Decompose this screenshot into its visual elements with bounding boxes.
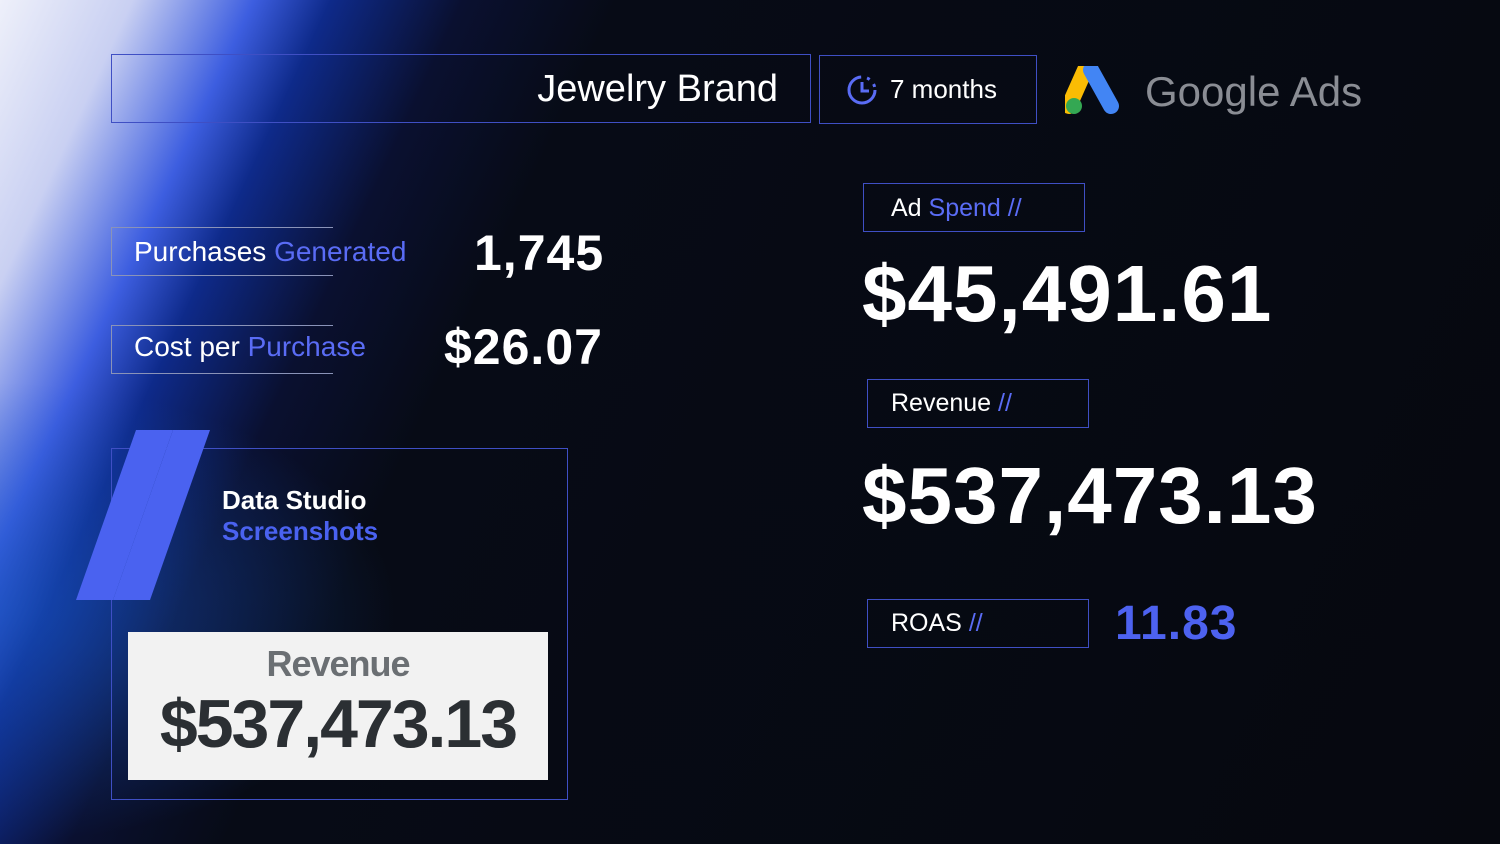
- brand-title: Jewelry Brand: [537, 68, 778, 110]
- google-ads-wordmark: Google Ads: [1145, 68, 1363, 115]
- purchases-label-box: [111, 227, 333, 276]
- brand-title-box: Jewelry Brand: [111, 54, 811, 123]
- google-ads-logo-icon: [1065, 66, 1119, 114]
- purchases-value: 1,745: [474, 225, 605, 281]
- double-slash-decoration-icon: [76, 430, 210, 600]
- revenue-label-box: Revenue //: [867, 379, 1089, 428]
- clock-icon: [847, 75, 877, 105]
- cost-per-purchase-label-box: [111, 325, 333, 374]
- revenue-value: $537,473.13: [862, 451, 1318, 540]
- ad-spend-label-box: Ad Spend //: [863, 183, 1085, 232]
- ad-spend-label: Ad Spend //: [891, 194, 1022, 222]
- data-studio-subtitle: Screenshots: [222, 516, 379, 546]
- cost-per-purchase-value: $26.07: [444, 319, 603, 375]
- revenue-label: Revenue //: [891, 389, 1012, 417]
- data-studio-title: Data Studio: [222, 485, 367, 515]
- duration-box: 7 months: [819, 55, 1037, 124]
- screenshot-revenue-label: Revenue: [266, 643, 410, 684]
- ad-spend-value: $45,491.61: [862, 249, 1273, 338]
- roas-value: 11.83: [1115, 597, 1238, 650]
- duration-text: 7 months: [890, 74, 997, 104]
- data-studio-panel: [111, 448, 568, 800]
- screenshot-revenue-value: $537,473.13: [159, 686, 518, 762]
- cost-per-purchase-label: Cost per Purchase: [134, 331, 366, 362]
- roas-label-box: ROAS //: [867, 599, 1089, 648]
- revenue-screenshot-card: Revenue $537,473.13: [128, 632, 548, 780]
- purchases-label: Purchases Generated: [134, 236, 407, 267]
- roas-label: ROAS //: [891, 609, 983, 637]
